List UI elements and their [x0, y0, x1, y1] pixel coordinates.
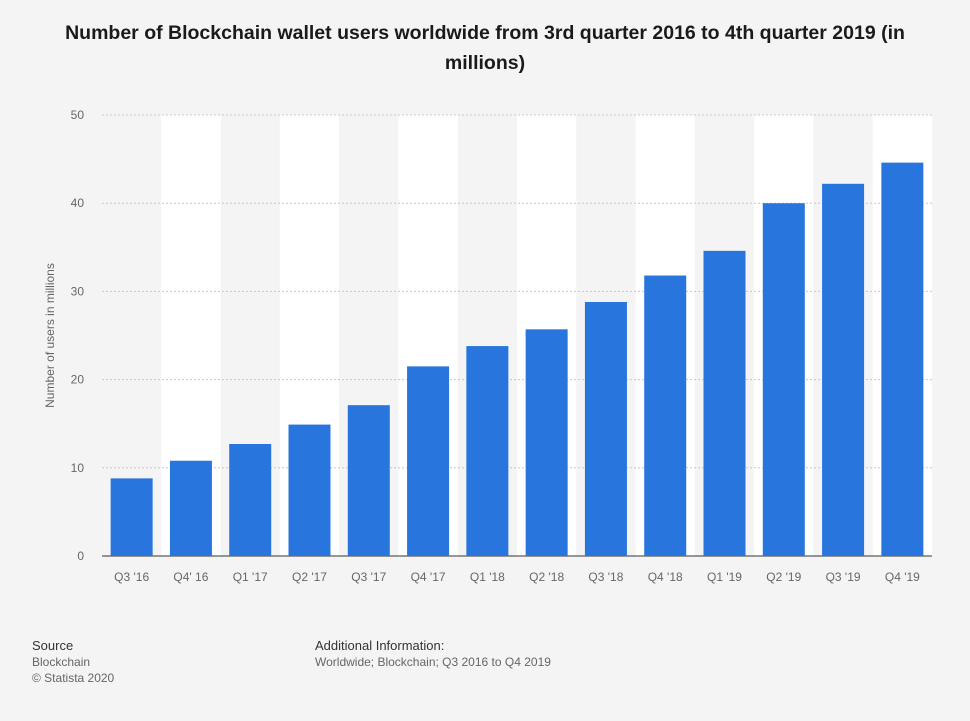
x-tick-label: Q3 '17: [351, 570, 386, 584]
y-tick-label: 40: [71, 196, 85, 210]
bar: [288, 424, 331, 556]
x-tick-label: Q1 '17: [233, 570, 268, 584]
additional-info-heading: Additional Information:: [315, 638, 445, 653]
x-tick-label: Q3 '19: [826, 570, 861, 584]
y-axis-label: Number of users in millions: [43, 263, 57, 408]
bar: [822, 183, 865, 556]
x-tick-label: Q4 '18: [648, 570, 683, 584]
source-block: Source Blockchain © Statista 2020: [32, 638, 114, 686]
y-tick-label: 30: [71, 284, 85, 298]
source-heading: Source: [32, 638, 74, 653]
bar: [407, 366, 450, 556]
additional-info-line: Worldwide; Blockchain; Q3 2016 to Q4 201…: [315, 655, 551, 669]
source-line-2: © Statista 2020: [32, 671, 115, 685]
bar: [347, 405, 390, 556]
chart-title: Number of Blockchain wallet users worldw…: [65, 22, 905, 74]
x-tick-label: Q2 '19: [766, 570, 801, 584]
bar-chart: 0 10 20 30 40 50 Q3 '16 Q4' 16 Q1 '17 Q2 '17 Q3 '1…: [43, 108, 932, 584]
y-tick-label: 20: [71, 373, 85, 387]
additional-info-block: Additional Information: Worldwide; Block…: [315, 638, 551, 670]
bar: [169, 460, 212, 556]
bar: [881, 162, 924, 557]
bar: [703, 250, 746, 556]
bar: [762, 203, 805, 556]
x-tick-label: Q1 '19: [707, 570, 742, 584]
x-tick-label: Q4' 16: [173, 570, 208, 584]
x-tick-label: Q4 '19: [885, 570, 920, 584]
bar: [110, 478, 153, 556]
x-tick-label: Q3 '18: [588, 570, 623, 584]
y-tick-label: 50: [71, 108, 85, 122]
x-tick-label: Q2 '18: [529, 570, 564, 584]
bar: [644, 275, 687, 556]
bar: [525, 329, 568, 556]
y-tick-label: 0: [77, 549, 84, 563]
bar: [229, 443, 272, 556]
x-tick-label: Q1 '18: [470, 570, 505, 584]
x-tick-label: Q4 '17: [411, 570, 446, 584]
x-tick-label: Q2 '17: [292, 570, 327, 584]
bar: [584, 301, 627, 556]
y-tick-label: 10: [71, 461, 85, 475]
source-line-1: Blockchain: [32, 655, 91, 669]
x-tick-label: Q3 '16: [114, 570, 149, 584]
bar: [466, 346, 509, 556]
